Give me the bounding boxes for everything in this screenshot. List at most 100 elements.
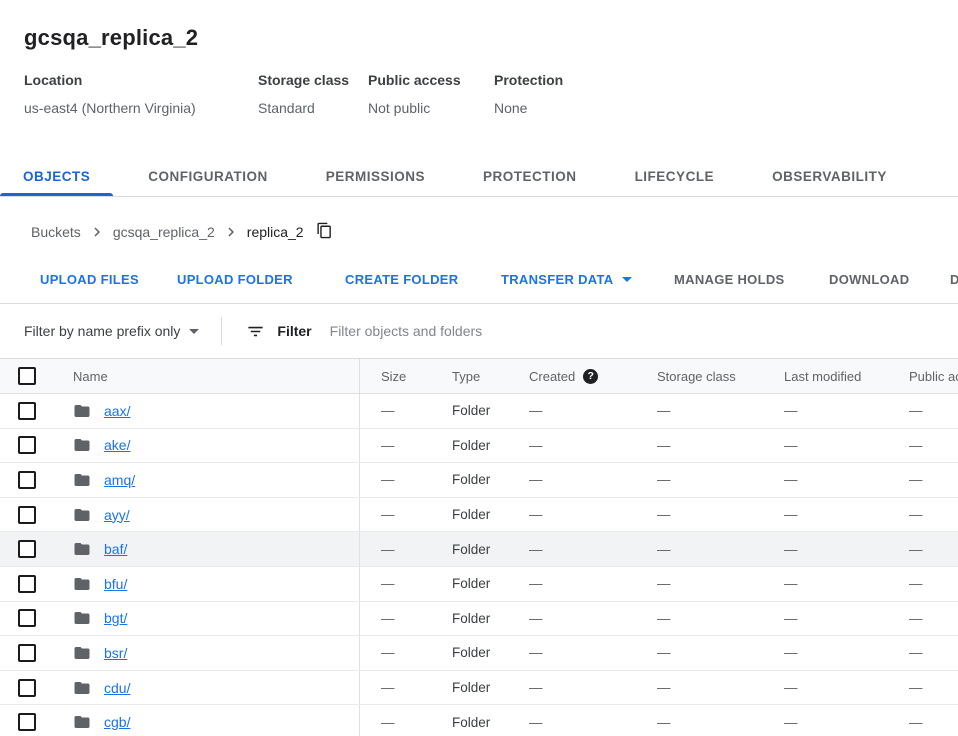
- meta-value: Standard: [258, 100, 315, 116]
- tab-protection[interactable]: PROTECTION: [483, 168, 577, 184]
- cell-size: —: [381, 472, 395, 488]
- cell-last-modified: —: [784, 541, 798, 557]
- copy-icon: [316, 222, 333, 242]
- tab-configuration[interactable]: CONFIGURATION: [148, 168, 268, 184]
- column-header-size[interactable]: Size: [381, 368, 407, 384]
- column-header-last-modified[interactable]: Last modified: [784, 368, 862, 384]
- breadcrumb: Buckets gcsqa_replica_2 replica_2: [0, 209, 958, 255]
- arrow-drop-down-icon: [189, 328, 200, 334]
- row-checkbox[interactable]: [18, 643, 36, 662]
- column-header-created[interactable]: Created ?: [529, 359, 657, 393]
- tab-permissions[interactable]: PERMISSIONS: [325, 168, 426, 184]
- cell-storage-class: —: [657, 610, 671, 626]
- bucket-meta: Location us-east4 (Northern Virginia) St…: [24, 72, 934, 116]
- table-row: cgb/ — Folder — — — —: [0, 705, 958, 736]
- upload-folder-button[interactable]: UPLOAD FOLDER: [177, 255, 293, 303]
- cell-type: Folder: [452, 541, 491, 557]
- column-header-public-access[interactable]: Public access: [909, 368, 958, 384]
- row-checkbox[interactable]: [18, 436, 36, 455]
- cell-created: —: [529, 437, 543, 453]
- object-link[interactable]: ake/: [104, 437, 131, 454]
- row-checkbox[interactable]: [18, 713, 36, 732]
- select-all-checkbox[interactable]: [18, 367, 36, 385]
- folder-icon: [73, 402, 91, 420]
- cell-size: —: [381, 680, 395, 696]
- object-link[interactable]: cdu/: [104, 679, 131, 696]
- objects-toolbar: UPLOAD FILES UPLOAD FOLDER CREATE FOLDER…: [0, 255, 958, 304]
- cell-last-modified: —: [784, 437, 798, 453]
- cell-public-access: —: [909, 576, 923, 592]
- cell-created: —: [529, 645, 543, 661]
- object-link[interactable]: amq/: [104, 471, 136, 488]
- transfer-data-button[interactable]: TRANSFER DATA: [501, 255, 633, 303]
- column-header-storage-class[interactable]: Storage class: [657, 368, 736, 384]
- meta-label: Protection: [494, 72, 564, 88]
- cell-created: —: [529, 541, 543, 557]
- meta-label: Public access: [368, 72, 461, 88]
- folder-icon: [73, 713, 91, 731]
- copy-path-button[interactable]: [314, 220, 335, 244]
- help-icon[interactable]: ?: [583, 368, 599, 384]
- cell-public-access: —: [909, 437, 923, 453]
- filter-label: Filter: [277, 323, 312, 339]
- manage-holds-button[interactable]: MANAGE HOLDS: [674, 255, 785, 303]
- row-checkbox[interactable]: [18, 470, 36, 489]
- cell-size: —: [381, 437, 395, 453]
- cell-last-modified: —: [784, 714, 798, 730]
- cell-created: —: [529, 714, 543, 730]
- cell-public-access: —: [909, 403, 923, 419]
- chevron-right-icon: [222, 223, 240, 241]
- create-folder-button[interactable]: CREATE FOLDER: [345, 255, 458, 303]
- row-checkbox[interactable]: [18, 505, 36, 524]
- breadcrumb-current-folder: replica_2: [246, 224, 304, 240]
- table-row: bsr/ — Folder — — — —: [0, 636, 958, 671]
- cell-type: Folder: [452, 610, 491, 626]
- cell-size: —: [381, 610, 395, 626]
- cell-last-modified: —: [784, 507, 798, 523]
- row-checkbox[interactable]: [18, 609, 36, 628]
- row-checkbox[interactable]: [18, 678, 36, 697]
- cell-public-access: —: [909, 680, 923, 696]
- object-link[interactable]: cgb/: [104, 714, 131, 731]
- vertical-divider: [221, 317, 223, 345]
- upload-files-button[interactable]: UPLOAD FILES: [40, 255, 139, 303]
- tab-observability[interactable]: OBSERVABILITY: [772, 168, 887, 184]
- cell-public-access: —: [909, 541, 923, 557]
- cell-public-access: —: [909, 507, 923, 523]
- download-button[interactable]: DOWNLOAD: [829, 255, 909, 303]
- object-link[interactable]: bgt/: [104, 610, 128, 627]
- tab-objects[interactable]: OBJECTS: [0, 156, 114, 196]
- filter-scope-label: Filter by name prefix only: [24, 323, 181, 339]
- cell-storage-class: —: [657, 714, 671, 730]
- column-header-name[interactable]: Name: [54, 359, 360, 393]
- cell-last-modified: —: [784, 472, 798, 488]
- folder-icon: [73, 609, 91, 627]
- row-checkbox[interactable]: [18, 540, 36, 559]
- cell-last-modified: —: [784, 680, 798, 696]
- cell-created: —: [529, 576, 543, 592]
- table-row: bfu/ — Folder — — — —: [0, 566, 958, 602]
- object-link[interactable]: ayy/: [104, 506, 130, 523]
- meta-location: Location us-east4 (Northern Virginia): [24, 72, 258, 116]
- table-row: ayy/ — Folder — — — —: [0, 497, 958, 533]
- table-row: amq/ — Folder — — — —: [0, 463, 958, 498]
- breadcrumb-bucket-name[interactable]: gcsqa_replica_2: [112, 224, 215, 240]
- row-checkbox[interactable]: [18, 574, 36, 593]
- object-link[interactable]: bsr/: [104, 644, 128, 661]
- object-link[interactable]: baf/: [104, 541, 128, 558]
- delete-button[interactable]: DELETE: [950, 255, 958, 303]
- filter-scope-dropdown[interactable]: Filter by name prefix only: [24, 323, 200, 339]
- cell-size: —: [381, 541, 395, 557]
- cell-created: —: [529, 507, 543, 523]
- tab-lifecycle[interactable]: LIFECYCLE: [634, 168, 715, 184]
- table-row: bgt/ — Folder — — — —: [0, 601, 958, 637]
- chevron-right-icon: [88, 223, 106, 241]
- cell-type: Folder: [452, 645, 491, 661]
- column-header-type[interactable]: Type: [452, 368, 481, 384]
- object-link[interactable]: aax/: [104, 402, 131, 419]
- filter-objects-input[interactable]: [327, 322, 942, 340]
- row-checkbox[interactable]: [18, 401, 36, 420]
- cell-storage-class: —: [657, 507, 671, 523]
- breadcrumb-buckets[interactable]: Buckets: [31, 224, 81, 240]
- object-link[interactable]: bfu/: [104, 575, 128, 592]
